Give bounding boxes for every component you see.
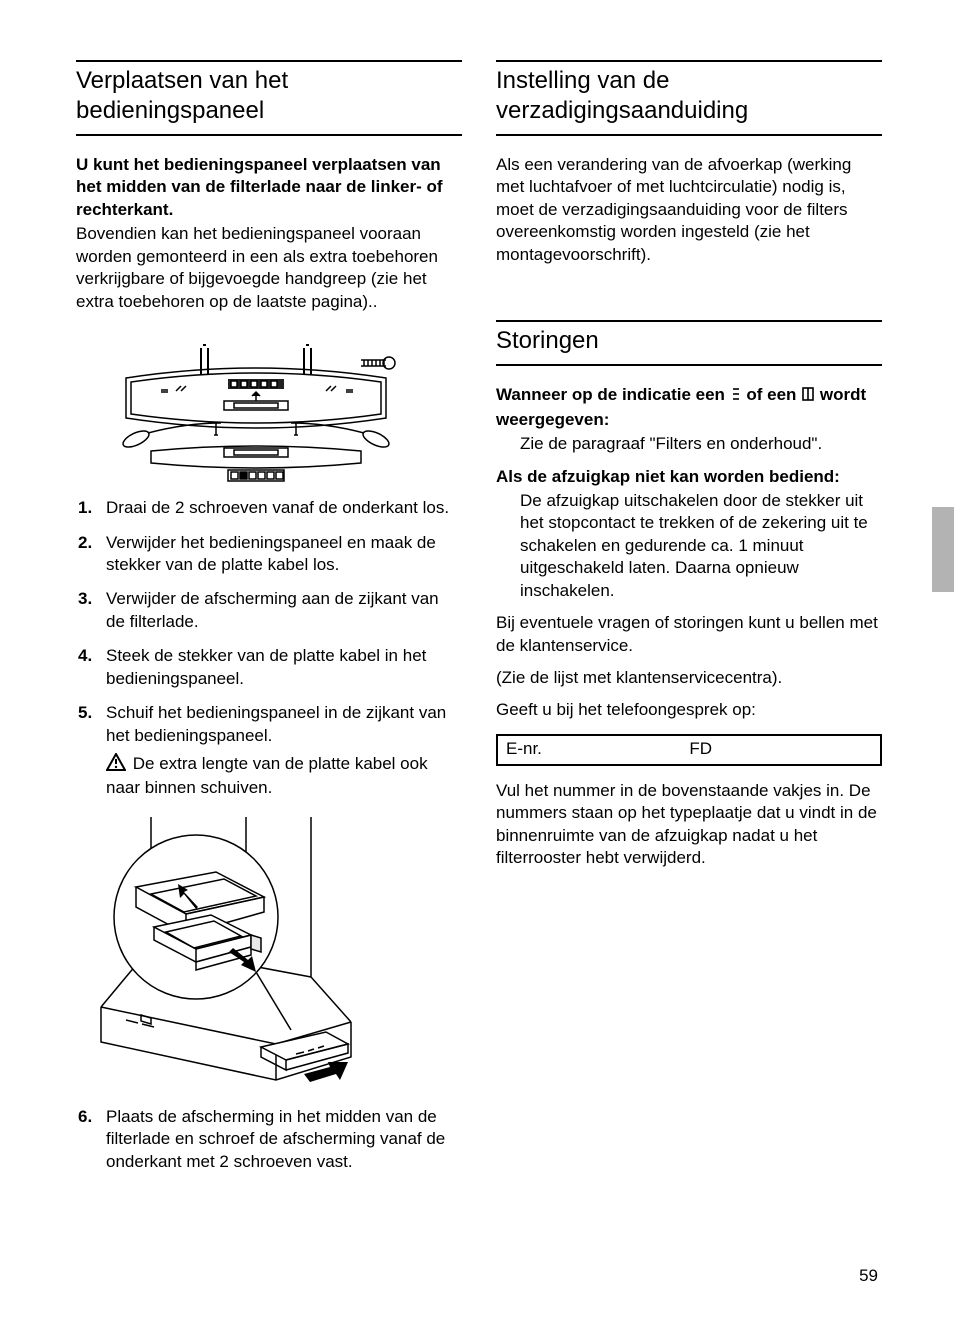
- storingen-indent-2: De afzuigkap uitschakelen door de stekke…: [496, 490, 882, 602]
- enr-label: E-nr.: [498, 736, 681, 764]
- page-edge-tab: [932, 507, 954, 592]
- warning-icon: [106, 753, 126, 777]
- intro-bold: U kunt het bedieningspaneel verplaatsen …: [76, 154, 462, 221]
- left-column: Verplaatsen van het bedieningspaneel U k…: [76, 60, 462, 1185]
- step-6: Plaats de afscherming in het midden van …: [76, 1106, 462, 1173]
- storingen-indent-1: Zie de paragraaf "Filters en onderhoud".: [496, 433, 882, 455]
- bold1a: Wanneer op de indicatie een: [496, 385, 730, 404]
- right-para-2: Bij eventuele vragen of storingen kunt u…: [496, 612, 882, 657]
- step-4: Steek de stekker van de platte kabel in …: [76, 645, 462, 690]
- page-content: Verplaatsen van het bedieningspaneel U k…: [0, 0, 954, 1225]
- intro-text: Bovendien kan het bedieningspaneel voora…: [76, 223, 462, 313]
- filter-symbol-2-icon: [801, 386, 815, 408]
- right-para-3: (Zie de lijst met klantenservicecentra).: [496, 667, 882, 689]
- storingen-bold-2: Als de afzuigkap niet kan worden bediend…: [496, 466, 882, 488]
- steps-list-2: Plaats de afscherming in het midden van …: [76, 1106, 462, 1173]
- step-5-text: Schuif het bedieningspaneel in de zijkan…: [106, 703, 446, 744]
- fd-label: FD: [681, 736, 720, 764]
- bold1b: of een: [742, 385, 802, 404]
- step-3: Verwijder de afscherming aan de zijkant …: [76, 588, 462, 633]
- right-para-4: Geeft u bij het telefoongesprek op:: [496, 699, 882, 721]
- storingen-bold-1: Wanneer op de indicatie een of een wordt…: [496, 384, 882, 431]
- right-title-1: Instelling van de verzadigingsaanduiding: [496, 60, 882, 136]
- right-column: Instelling van de verzadigingsaanduiding…: [496, 60, 882, 1185]
- step-2: Verwijder het bedieningspaneel en maak d…: [76, 532, 462, 577]
- right-para-1: Als een verandering van de afvoerkap (we…: [496, 154, 882, 266]
- left-section-title: Verplaatsen van het bedieningspaneel: [76, 60, 462, 136]
- page-number: 59: [859, 1266, 878, 1286]
- filter-symbol-1-icon: [730, 386, 742, 408]
- steps-list: Draai de 2 schroeven vanaf de onderkant …: [76, 497, 462, 800]
- right-para-5: Vul het nummer in de bovenstaande vakjes…: [496, 780, 882, 870]
- enr-fd-box: E-nr. FD: [496, 734, 882, 766]
- step-1: Draai de 2 schroeven vanaf de onderkant …: [76, 497, 462, 519]
- right-title-2: Storingen: [496, 320, 882, 366]
- step-5: Schuif het bedieningspaneel in de zijkan…: [76, 702, 462, 800]
- panel-diagram-figure: [106, 323, 406, 483]
- step-5-note: De extra lengte van de platte kabel ook …: [106, 754, 428, 797]
- side-insert-figure: [96, 812, 356, 1092]
